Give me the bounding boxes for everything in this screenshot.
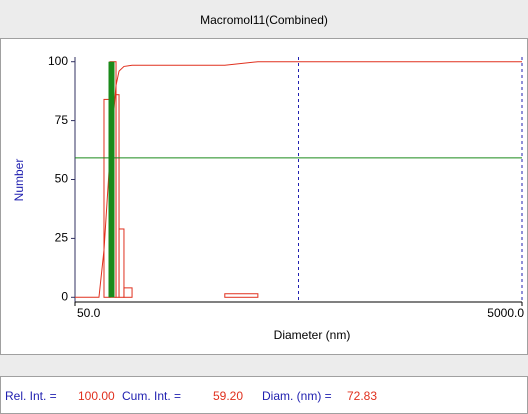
- x-tick-label: 50.0: [77, 306, 101, 320]
- status-panel: [0, 376, 528, 414]
- y-axis-label: Number: [12, 159, 26, 202]
- y-tick-label: 50: [55, 172, 69, 186]
- x-axis-label: Diameter (nm): [274, 328, 351, 342]
- x-tick-label: 5000.0: [487, 306, 524, 320]
- y-tick-label: 25: [55, 231, 69, 245]
- cumulative-line: [75, 61, 522, 298]
- y-tick-label: 0: [61, 289, 68, 303]
- y-tick-label: 75: [55, 113, 69, 127]
- chart-title: Macromol11(Combined): [200, 13, 328, 27]
- status-value: 100.00: [78, 389, 115, 403]
- status-label: Diam. (nm) =: [262, 389, 332, 403]
- cursor-bar: [108, 61, 115, 298]
- histogram-bar: [115, 94, 120, 298]
- status-label: Rel. Int. =: [5, 389, 57, 403]
- status-value: 72.83: [347, 389, 377, 403]
- histogram-bar: [123, 287, 133, 298]
- histogram-bar: [224, 293, 259, 298]
- histogram-bar: [118, 228, 125, 298]
- status-label: Cum. Int. =: [122, 389, 181, 403]
- y-tick-label: 100: [48, 54, 68, 68]
- status-value: 59.20: [213, 389, 243, 403]
